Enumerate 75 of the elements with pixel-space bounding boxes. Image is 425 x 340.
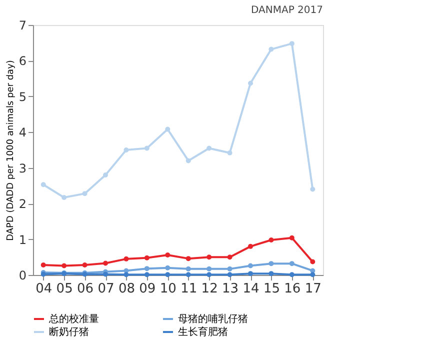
point: [144, 266, 150, 272]
legend-label: 母猪的哺乳仔猪: [178, 313, 248, 325]
y-tick-label: 3: [18, 161, 26, 176]
y-tick-label: 7: [18, 18, 26, 32]
y-tick-label: 6: [18, 54, 26, 68]
point: [268, 271, 274, 276]
y-axis-title: DAPD (DADD per 1000 animals per day): [6, 60, 16, 241]
point: [289, 235, 294, 240]
y-tick-label: 5: [18, 90, 26, 104]
x-tick-label: 17: [304, 282, 322, 296]
x-tick-label: 08: [118, 282, 135, 296]
point: [165, 252, 170, 258]
point: [248, 263, 253, 268]
point: [248, 271, 253, 276]
point: [186, 272, 191, 278]
point: [82, 191, 88, 196]
point: [206, 266, 212, 272]
point: [268, 46, 274, 52]
y-tick-label: 1: [18, 232, 26, 247]
point: [268, 238, 274, 242]
chart-title: DANMAP 2017: [251, 5, 323, 16]
x-tick-label: 12: [201, 282, 218, 296]
y-tick-label: 2: [18, 197, 26, 212]
x-tick-label: 04: [36, 282, 52, 296]
point: [144, 255, 150, 260]
point: [289, 272, 294, 278]
point: [165, 272, 170, 278]
point: [103, 272, 108, 277]
point: [310, 259, 316, 264]
x-tick-label: 10: [160, 282, 176, 296]
point: [62, 263, 67, 268]
point: [206, 272, 212, 278]
legend-label: 总的校准量: [48, 313, 99, 325]
point: [165, 126, 170, 132]
point: [40, 262, 46, 268]
point: [310, 272, 316, 278]
legend-label: 生长育肥猪: [178, 326, 228, 338]
x-tick-label: 09: [139, 282, 156, 296]
point: [103, 260, 108, 266]
point: [227, 266, 232, 272]
x-tick-label: 11: [180, 282, 198, 296]
x-tick-label: 16: [284, 282, 301, 296]
point: [165, 265, 170, 270]
point: [227, 254, 232, 260]
point: [186, 158, 191, 164]
point: [103, 172, 108, 178]
point: [227, 150, 232, 156]
point: [186, 256, 191, 262]
x-tick-label: 06: [77, 282, 94, 296]
y-tick-label: 0: [18, 268, 26, 282]
point: [268, 261, 274, 266]
point: [124, 272, 129, 278]
point: [206, 146, 212, 151]
point: [124, 256, 129, 262]
point: [206, 254, 212, 260]
point: [62, 195, 67, 200]
point: [144, 146, 150, 151]
x-tick-label: 05: [56, 282, 73, 296]
point: [289, 261, 294, 266]
point: [310, 186, 316, 192]
x-tick-label: 15: [263, 282, 280, 296]
point: [248, 80, 253, 86]
point: [82, 262, 88, 268]
x-tick-label: 14: [242, 282, 260, 296]
point: [144, 272, 150, 278]
point: [186, 266, 191, 272]
point: [289, 41, 294, 46]
x-tick-label: 13: [222, 282, 239, 296]
point: [124, 148, 129, 152]
legend-label: 断奶仔猪: [49, 326, 89, 338]
y-tick-label: 4: [18, 126, 26, 140]
x-tick-label: 07: [98, 282, 114, 296]
point: [40, 182, 46, 188]
point: [248, 244, 253, 249]
point: [227, 272, 232, 278]
